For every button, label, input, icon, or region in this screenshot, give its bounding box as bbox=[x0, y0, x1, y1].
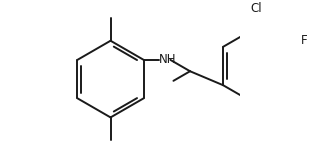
Text: Cl: Cl bbox=[250, 2, 262, 15]
Text: F: F bbox=[301, 34, 308, 47]
Text: NH: NH bbox=[159, 53, 176, 66]
